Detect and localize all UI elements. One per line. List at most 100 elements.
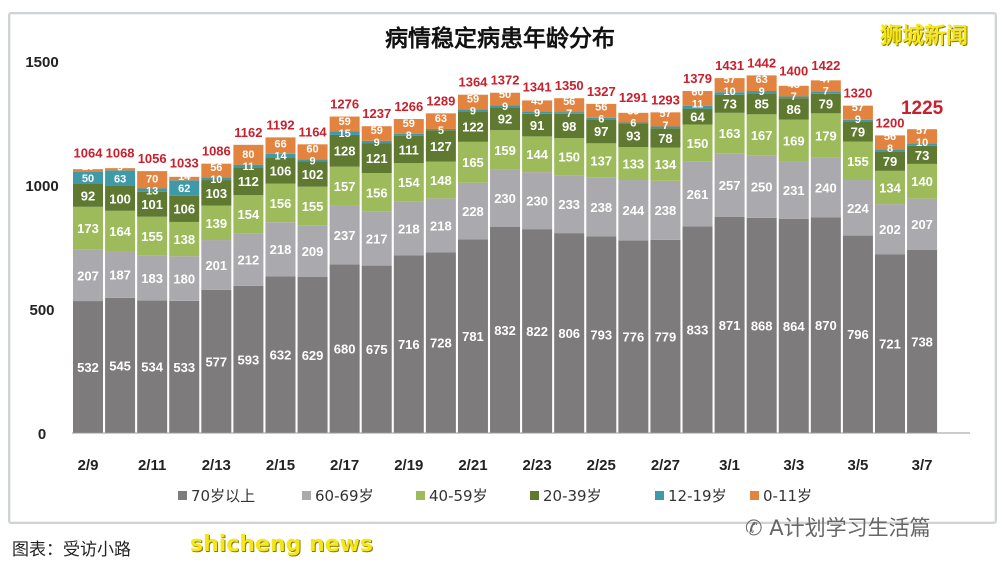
bar-segment — [746, 217, 777, 433]
bar-segment — [682, 91, 713, 106]
chart-credit: 图表：受访小路 — [12, 540, 131, 560]
segment-value-label: 14 — [274, 151, 287, 163]
bar-segment — [907, 249, 938, 433]
bar-segment — [137, 255, 168, 301]
total-label: 1350 — [555, 78, 584, 93]
bar-segment — [714, 94, 745, 113]
segment-value-label: 70 — [146, 173, 158, 185]
segment-value-label: 144 — [526, 147, 548, 162]
segment-value-label: 9 — [117, 161, 123, 173]
segment-value-label: 871 — [719, 318, 741, 333]
segment-value-label: 154 — [398, 175, 420, 190]
bar-segment — [297, 186, 328, 226]
bar-segment — [457, 94, 488, 110]
segment-value-label: 183 — [141, 271, 163, 286]
bar-segment — [842, 141, 873, 181]
segment-value-label: 56 — [210, 162, 222, 174]
bar-segment — [618, 240, 649, 433]
segment-value-label: 207 — [911, 217, 933, 232]
bar-segment — [682, 105, 713, 109]
x-tick-label: 3/7 — [912, 457, 933, 474]
bar-segment — [586, 119, 617, 144]
segment-value-label: 9 — [759, 86, 765, 98]
bar-segment — [329, 166, 360, 206]
segment-value-label: 832 — [494, 323, 516, 338]
segment-value-label: 257 — [719, 178, 741, 193]
bar-segment — [233, 285, 264, 433]
segment-value-label: 533 — [173, 360, 195, 375]
segment-value-label: 165 — [462, 155, 484, 170]
segment-value-label: 60 — [691, 87, 703, 99]
segment-value-label: 155 — [302, 199, 324, 214]
segment-value-label: 57 — [916, 125, 928, 137]
bar-segment — [233, 164, 264, 168]
segment-value-label: 169 — [783, 133, 805, 148]
bar-segment — [907, 143, 938, 146]
segment-value-label: 150 — [558, 150, 580, 165]
bar-segment — [554, 112, 585, 114]
total-label: 1293 — [651, 92, 680, 107]
segment-value-label: 9 — [374, 137, 380, 149]
segment-value-label: 66 — [274, 139, 286, 151]
legend-label: 70岁以上 — [191, 487, 255, 505]
segment-value-label: 680 — [334, 342, 356, 357]
segment-value-label: 9 — [309, 156, 315, 168]
bar-segment — [875, 149, 905, 152]
bar-segment — [778, 218, 809, 433]
segment-value-label: 93 — [626, 128, 640, 143]
total-label: 1064 — [74, 145, 104, 160]
bar-segment — [618, 147, 649, 181]
bar-segment — [842, 119, 873, 123]
bar-segment — [73, 169, 103, 172]
bar-segment — [875, 151, 905, 171]
bar-segment — [457, 239, 488, 433]
segment-value-label: 79 — [851, 125, 865, 140]
segment-value-label: 793 — [590, 328, 612, 343]
total-label: 1162 — [234, 125, 262, 140]
segment-value-label: 209 — [302, 244, 324, 259]
segment-value-label: 822 — [526, 324, 548, 339]
bar-segment — [778, 96, 809, 99]
bar-segment — [522, 229, 553, 433]
segment-value-label: 9 — [470, 106, 476, 118]
segment-value-label: 155 — [141, 229, 163, 244]
bar-segment — [490, 107, 521, 131]
total-label: 1341 — [523, 80, 552, 95]
segment-value-label: 632 — [270, 348, 292, 363]
x-tick-label: 2/27 — [651, 457, 680, 474]
segment-value-label: 78 — [658, 131, 672, 146]
bar-segment — [137, 216, 168, 256]
segment-value-label: 7 — [791, 91, 797, 103]
bar-segment — [233, 167, 264, 196]
total-label: 1442 — [747, 55, 776, 70]
bar-segment — [233, 144, 264, 165]
segment-value-label: 91 — [530, 118, 544, 133]
segment-value-label: 133 — [623, 156, 645, 171]
legend-swatch — [750, 491, 759, 500]
bar-segment — [842, 235, 873, 433]
segment-value-label: 11 — [243, 161, 255, 173]
bar-segment — [490, 226, 521, 433]
total-label: 1164 — [298, 124, 327, 139]
bar-segment — [329, 205, 360, 265]
bar-segment — [810, 93, 841, 114]
bar-segment — [361, 143, 392, 174]
segment-value-label: 218 — [270, 242, 292, 257]
segment-value-label: 218 — [430, 218, 452, 233]
segment-value-label: 47 — [820, 74, 832, 86]
bar-segment — [329, 116, 360, 132]
y-tick-label: 0 — [38, 426, 46, 443]
segment-value-label: 5 — [438, 125, 444, 137]
segment-value-label: 98 — [562, 119, 576, 134]
segment-value-label: 202 — [879, 222, 901, 237]
total-label: 1320 — [843, 86, 872, 101]
segment-value-label: 86 — [787, 102, 801, 117]
bar-segment — [778, 85, 809, 97]
bar-segment — [810, 113, 841, 158]
segment-value-label: 870 — [815, 318, 837, 333]
segment-value-label: 675 — [366, 342, 388, 357]
bar-segment — [393, 163, 424, 202]
bar-segment — [361, 126, 392, 141]
segment-value-label: 39 — [627, 106, 639, 118]
